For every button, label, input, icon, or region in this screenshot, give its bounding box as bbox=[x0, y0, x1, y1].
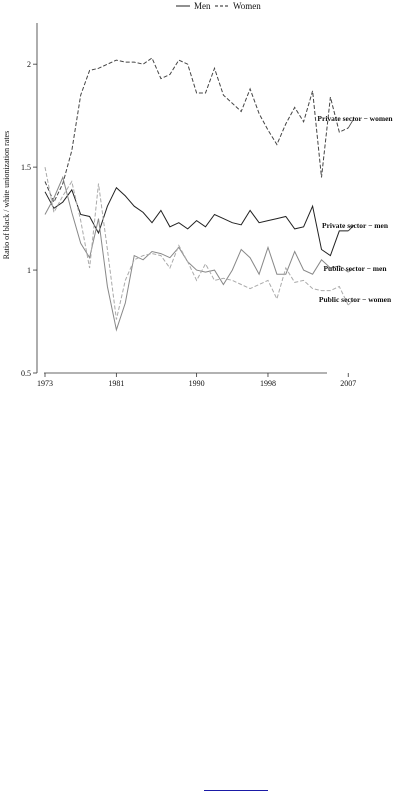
series-label-private-sector-men: Private sector − men bbox=[322, 221, 389, 230]
y-axis-ticks: 0.5 1 1.5 2 bbox=[21, 60, 37, 378]
y-tick-label: 1 bbox=[27, 266, 31, 275]
series-line-public-sector-men bbox=[44, 175, 349, 332]
series-label-public-sector-women: Public sector − women bbox=[319, 295, 392, 304]
x-tick-label: 1981 bbox=[108, 379, 124, 388]
series-leader-private-sector-women bbox=[347, 117, 355, 129]
x-tick-label: 1973 bbox=[37, 379, 53, 388]
series-label-public-sector-men: Public sector − men bbox=[323, 264, 387, 273]
series-leader-private-sector-men bbox=[347, 224, 355, 232]
x-axis-ticks: 1973 1981 1990 1998 2007 bbox=[37, 373, 356, 388]
series-line-private-sector-women bbox=[44, 57, 349, 204]
legend: Men Women bbox=[176, 1, 261, 11]
series-line-public-sector-women bbox=[44, 167, 349, 320]
series-label-private-sector-women: Private sector − women bbox=[317, 114, 393, 123]
y-tick-label: 1.5 bbox=[21, 163, 31, 172]
legend-label-men: Men bbox=[194, 1, 211, 11]
series-leader-public-sector-women bbox=[347, 298, 355, 306]
legend-label-women: Women bbox=[233, 1, 261, 11]
series-lines bbox=[44, 57, 349, 332]
y-tick-label: 0.5 bbox=[21, 369, 31, 378]
y-axis-label: Ratio of black / white unionization rate… bbox=[2, 131, 11, 259]
series-leader-public-sector-men bbox=[348, 267, 355, 273]
y-tick-label: 2 bbox=[27, 60, 31, 69]
plot-frame bbox=[36, 23, 327, 374]
x-tick-label: 1990 bbox=[189, 379, 205, 388]
series-labels: Private sector − women Private sector − m… bbox=[317, 114, 393, 306]
series-line-private-sector-men bbox=[44, 186, 349, 257]
x-tick-label: 2007 bbox=[340, 379, 356, 388]
x-tick-label: 1998 bbox=[260, 379, 276, 388]
footer-rule bbox=[204, 790, 268, 791]
